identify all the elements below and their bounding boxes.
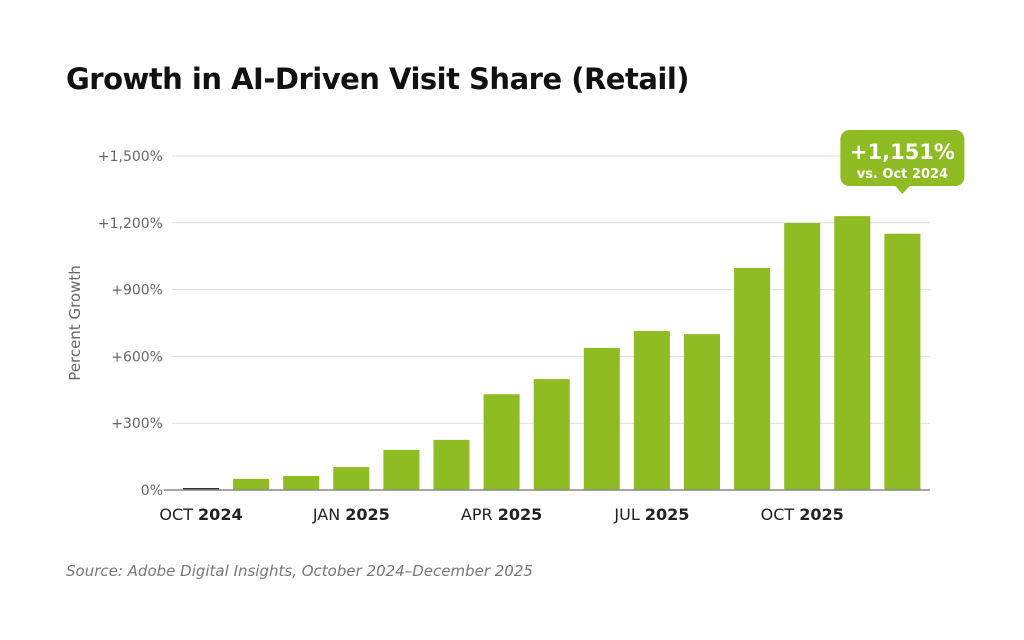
x-tick-year: 2025 (645, 505, 690, 524)
x-tick-month: OCT (761, 505, 800, 524)
callout-pointer (894, 185, 911, 194)
bar (333, 467, 370, 490)
y-axis-label: Percent Growth (66, 265, 84, 381)
bar (533, 379, 570, 490)
chart-title: Growth in AI-Driven Visit Share (Retail) (66, 62, 690, 96)
x-tick-label: JUL 2025 (613, 505, 689, 524)
x-tick-year: 2025 (498, 505, 543, 524)
x-tick-month: JUL (613, 505, 644, 524)
bar (784, 223, 821, 491)
bar (734, 268, 771, 490)
bar (433, 439, 470, 490)
x-tick-month: JAN (312, 505, 345, 524)
bar (233, 478, 270, 490)
bar (383, 449, 420, 490)
y-tick-label: +900% (111, 283, 163, 299)
x-tick-label: JAN 2025 (312, 505, 390, 524)
x-tick-label: OCT 2024 (159, 505, 242, 524)
bar (483, 394, 520, 490)
x-tick-month: OCT (159, 505, 198, 524)
y-tick-label: +600% (111, 349, 163, 365)
bar (583, 347, 620, 490)
bar (884, 233, 921, 490)
y-tick-label: +300% (111, 416, 163, 432)
source-note: Source: Adobe Digital Insights, October … (66, 562, 533, 580)
annotation-callout: +1,151% vs. Oct 2024 (840, 130, 965, 194)
x-tick-year: 2024 (198, 505, 243, 524)
bar (834, 216, 871, 490)
bar (283, 475, 320, 490)
x-tick-year: 2025 (799, 505, 844, 524)
bar (684, 334, 720, 490)
callout-value: +1,151% (850, 140, 955, 164)
x-tick-month: APR (461, 505, 498, 524)
callout-box (840, 130, 965, 186)
y-tick-label: +1,200% (98, 216, 163, 232)
callout-subtitle: vs. Oct 2024 (857, 167, 948, 182)
x-tick-label: APR 2025 (461, 505, 542, 524)
y-tick-label: +1,500% (98, 149, 163, 165)
x-tick-label: OCT 2025 (761, 505, 844, 524)
x-tick-year: 2025 (345, 505, 390, 524)
y-tick-label: 0% (141, 483, 163, 499)
bar (633, 331, 670, 490)
